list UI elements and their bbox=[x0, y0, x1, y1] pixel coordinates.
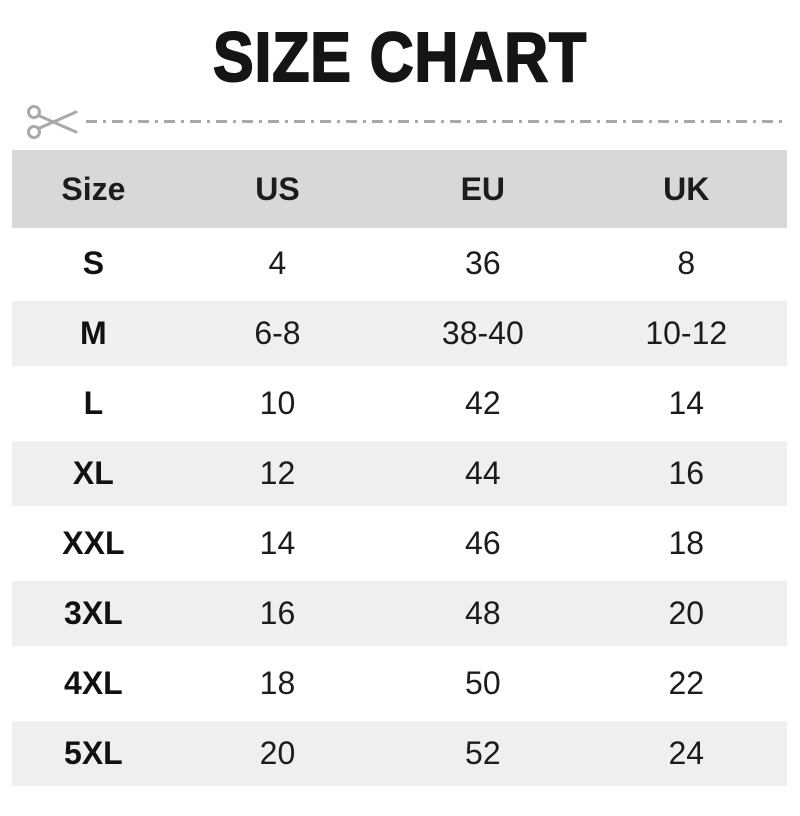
value-cell: 52 bbox=[465, 735, 501, 771]
column-header-size: Size bbox=[61, 170, 126, 207]
table-row: 3XL 16 48 20 bbox=[12, 578, 787, 648]
value-cell: 44 bbox=[465, 455, 501, 491]
size-cell: 4XL bbox=[64, 664, 123, 701]
table-body: S 4 36 8 M 6-8 38-40 10-12 L 10 42 14 XL 12 44 16 XXL 14 4… bbox=[12, 228, 787, 788]
value-cell: 10 bbox=[259, 384, 296, 421]
value-cell: 50 bbox=[465, 664, 501, 701]
value-cell: 20 bbox=[668, 595, 705, 631]
value-cell: 8 bbox=[677, 244, 696, 281]
value-cell: 10-12 bbox=[645, 315, 728, 351]
value-cell: 18 bbox=[259, 664, 296, 701]
value-cell: 4 bbox=[268, 244, 287, 281]
table-row: XXL 14 46 18 bbox=[12, 508, 787, 578]
value-cell: 14 bbox=[259, 524, 296, 561]
size-cell: M bbox=[80, 315, 107, 351]
table-row: XL 12 44 16 bbox=[12, 438, 787, 508]
table-row: L 10 42 14 bbox=[12, 368, 787, 438]
value-cell: 36 bbox=[465, 244, 501, 281]
page-title: SIZE CHART bbox=[212, 17, 588, 97]
table-row: 5XL 20 52 24 bbox=[12, 718, 787, 788]
size-cell: S bbox=[82, 244, 105, 281]
value-cell: 38-40 bbox=[441, 315, 524, 351]
size-cell: L bbox=[83, 384, 104, 421]
table-row: M 6-8 38-40 10-12 bbox=[12, 298, 787, 368]
scissors-icon bbox=[27, 105, 78, 139]
value-cell: 24 bbox=[668, 735, 705, 771]
value-cell: 12 bbox=[259, 455, 296, 491]
value-cell: 16 bbox=[259, 595, 296, 631]
value-cell: 22 bbox=[668, 664, 705, 701]
size-cell: 3XL bbox=[64, 595, 123, 631]
value-cell: 16 bbox=[668, 455, 705, 491]
column-header-eu: EU bbox=[460, 170, 506, 207]
size-cell: 5XL bbox=[64, 735, 123, 771]
value-cell: 48 bbox=[465, 595, 501, 631]
dashed-cut-line bbox=[86, 120, 788, 123]
column-header-us: US bbox=[255, 170, 300, 207]
size-chart-table: Size US EU UK S 4 36 8 M 6-8 38-40 10-12 L 10 42 14… bbox=[12, 150, 787, 788]
table-row: 4XL 18 50 22 bbox=[12, 648, 787, 718]
column-header-uk: UK bbox=[663, 170, 710, 207]
value-cell: 20 bbox=[259, 735, 296, 771]
cut-here-divider bbox=[0, 100, 800, 144]
value-cell: 14 bbox=[668, 384, 705, 421]
value-cell: 18 bbox=[668, 524, 705, 561]
size-cell: XXL bbox=[62, 524, 125, 561]
size-cell: XL bbox=[72, 455, 114, 491]
value-cell: 6-8 bbox=[254, 315, 301, 351]
table-header-row: Size US EU UK bbox=[12, 150, 787, 228]
page-header: SIZE CHART bbox=[0, 16, 800, 98]
table-row: S 4 36 8 bbox=[12, 228, 787, 298]
value-cell: 46 bbox=[465, 524, 501, 561]
value-cell: 42 bbox=[465, 384, 501, 421]
